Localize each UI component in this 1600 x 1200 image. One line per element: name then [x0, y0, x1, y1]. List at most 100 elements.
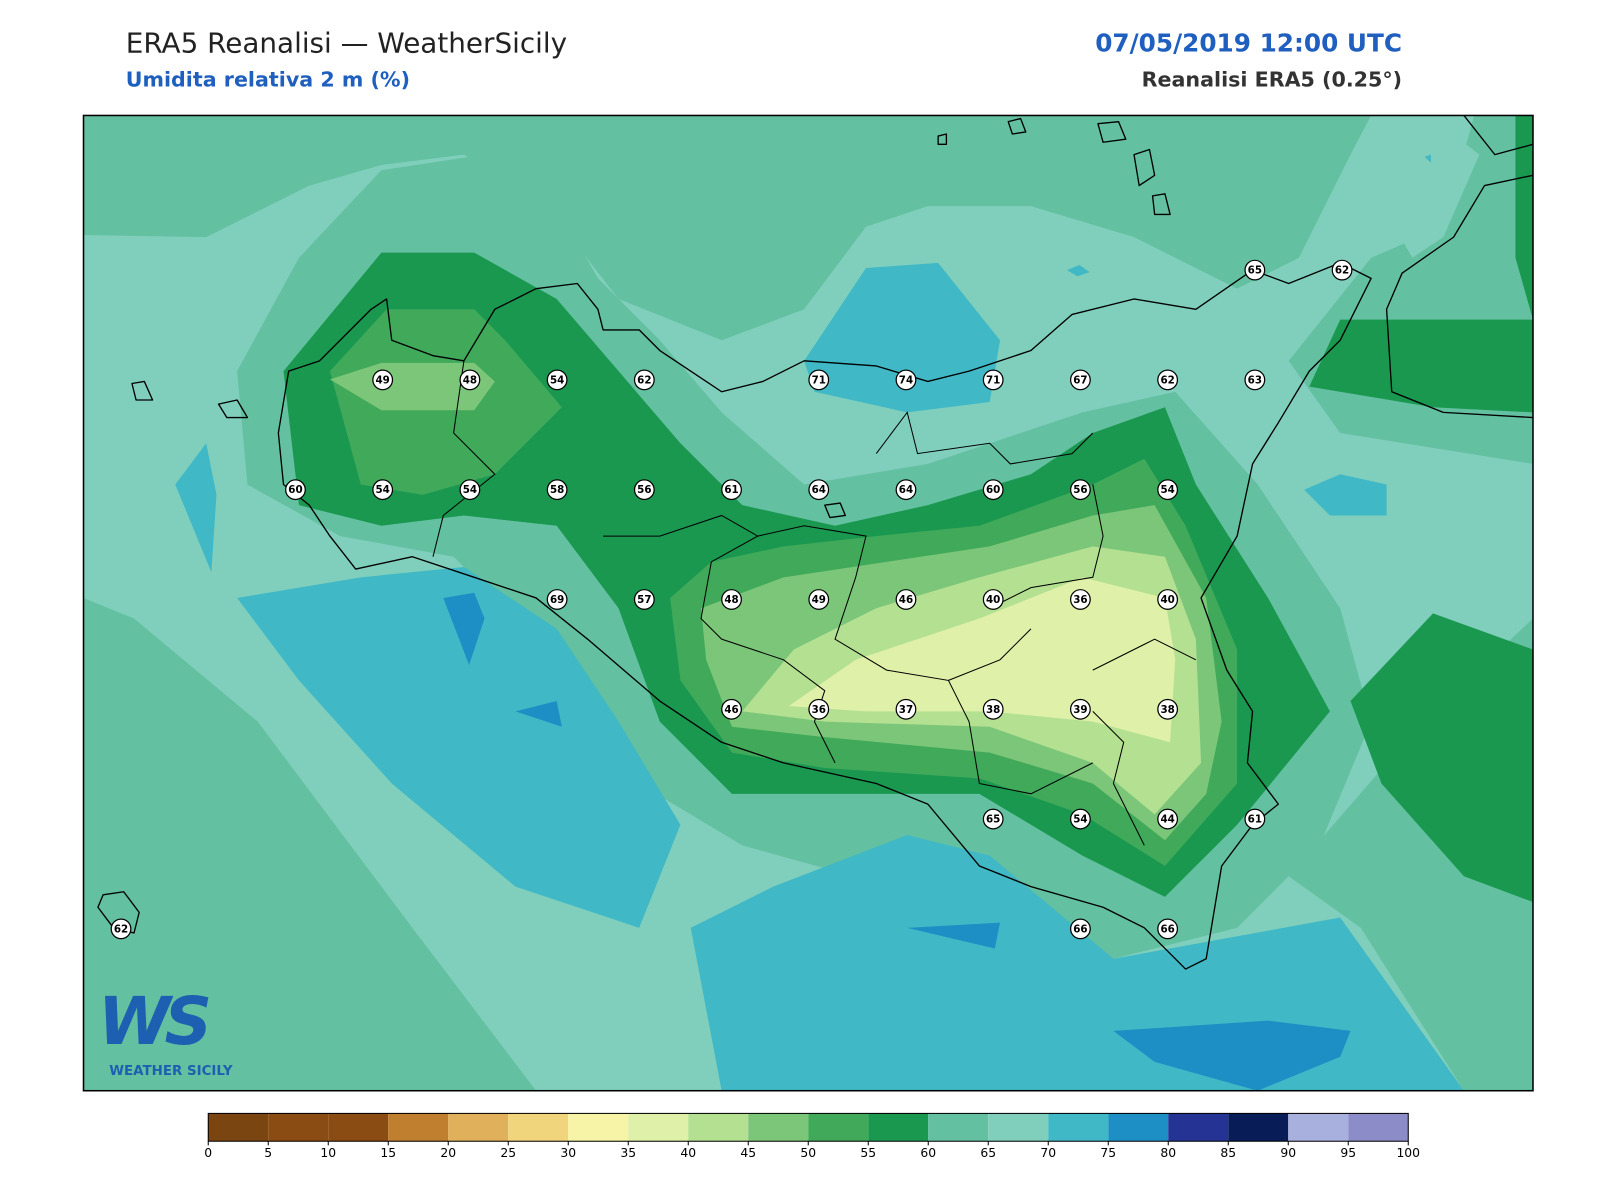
colorbar-swatch: [688, 1113, 749, 1142]
colorbar-label: 75: [1100, 1146, 1116, 1160]
map-frame: [82, 114, 1534, 1092]
colorbar-swatch: [388, 1113, 449, 1142]
colorbar-swatch: [988, 1113, 1049, 1142]
station-marker: [546, 369, 568, 391]
station-value: 66: [1160, 923, 1174, 935]
station-value: 38: [986, 704, 1000, 716]
station-marker: [982, 479, 1004, 501]
station-marker: [1244, 369, 1266, 391]
coastline: [277, 262, 1372, 970]
colorbar-label: 90: [1280, 1146, 1296, 1160]
station-value: 62: [114, 923, 128, 935]
colorbar-label: 0: [204, 1146, 212, 1160]
station-marker: [721, 698, 742, 720]
colorbar-swatch: [568, 1113, 629, 1142]
colorbar-label: 25: [500, 1146, 516, 1160]
station-value: 66: [1073, 923, 1087, 935]
field-region: [1350, 613, 1533, 903]
station-value: 60: [986, 484, 1000, 496]
colorbar-swatch: [748, 1113, 809, 1142]
colorbar-swatch: [1228, 1113, 1289, 1142]
station-marker: [633, 479, 655, 501]
station-marker: [1157, 479, 1179, 501]
station-value: 46: [724, 704, 738, 716]
colorbar-swatch: [808, 1113, 869, 1142]
station-marker: [895, 479, 917, 501]
station-marker: [1070, 589, 1091, 610]
station-marker: [895, 589, 917, 610]
station-marker: [895, 369, 917, 391]
station-value: 64: [899, 484, 913, 496]
field-region: [83, 115, 1372, 341]
field-region: [1355, 118, 1480, 258]
station-marker: [1331, 259, 1353, 281]
map-source: Reanalisi ERA5 (0.25°): [1142, 67, 1402, 91]
field-region: [237, 567, 681, 928]
colorbar-swatch: [1168, 1113, 1229, 1142]
field-region: [515, 701, 562, 727]
colorbar-swatch: [1288, 1113, 1349, 1142]
field-region: [1424, 154, 1431, 163]
station-marker: [1070, 918, 1091, 940]
field-region: [175, 443, 217, 573]
colorbar-label: 55: [860, 1146, 876, 1160]
station-marker: [1157, 698, 1179, 720]
colorbar: 0 5 10 15 20 25 30 35 40 45 50 55 60 65 70 75 80 85 90 95 10…: [204, 1112, 1420, 1160]
station-marker: [1070, 698, 1091, 720]
station-value: 64: [812, 484, 826, 496]
colorbar-label: 70: [1040, 1146, 1056, 1160]
station-marker: [808, 698, 830, 720]
colorbar-label: 80: [1160, 1146, 1176, 1160]
station-value: 61: [1248, 814, 1262, 826]
colorbar-label: 60: [920, 1146, 936, 1160]
station-value: 65: [1248, 265, 1262, 277]
logo-mark: WS: [98, 983, 209, 1060]
field-region: [1515, 115, 1533, 320]
station-value: 48: [463, 374, 477, 386]
station-marker: [1244, 259, 1266, 281]
station-marker: [459, 479, 481, 501]
field-region: [1309, 319, 1533, 413]
field-region: [1113, 1020, 1351, 1091]
colorbar-swatch: [448, 1113, 509, 1142]
colorbar-label: 15: [380, 1146, 396, 1160]
station-value: 39: [1073, 704, 1087, 716]
station-value: 44: [1160, 814, 1174, 826]
station-value: 71: [812, 374, 826, 386]
map-datetime: 07/05/2019 12:00 UTC: [1095, 28, 1402, 57]
colorbar-label: 95: [1340, 1146, 1356, 1160]
station-value: 54: [1160, 484, 1174, 496]
colorbar-label: 100: [1396, 1146, 1420, 1160]
station-marker: [1157, 918, 1179, 940]
station-marker: [1157, 589, 1179, 610]
station-value: 58: [550, 484, 564, 496]
colorbar-label: 45: [740, 1146, 756, 1160]
colorbar-swatch: [1048, 1113, 1109, 1142]
station-value: 65: [986, 814, 1000, 826]
station-value: 56: [637, 484, 651, 496]
station-value: 49: [812, 594, 826, 606]
map-area: [83, 115, 1533, 1091]
station-value: 46: [899, 594, 913, 606]
station-marker: [1157, 369, 1179, 391]
station-marker: [459, 369, 481, 391]
station-value: 62: [1335, 265, 1349, 277]
colorbar-label: 30: [560, 1146, 576, 1160]
station-value: 62: [1160, 374, 1174, 386]
colorbar-swatch: [328, 1113, 389, 1142]
station-value: 48: [724, 594, 738, 606]
station-value: 38: [1160, 704, 1174, 716]
field-region: [907, 922, 1000, 949]
colorbar-swatch: [268, 1113, 329, 1142]
logo-text: WEATHER SICILY: [109, 1064, 233, 1079]
station-value: 36: [1073, 594, 1087, 606]
station-marker: [982, 698, 1004, 720]
map-subtitle: Umidita relativa 2 m (%): [126, 67, 410, 91]
station-value: 40: [1160, 594, 1174, 606]
station-marker: [372, 479, 394, 501]
station-marker: [982, 369, 1004, 391]
station-value: 63: [1248, 374, 1262, 386]
station-marker: [808, 479, 830, 501]
station-marker: [982, 589, 1004, 610]
